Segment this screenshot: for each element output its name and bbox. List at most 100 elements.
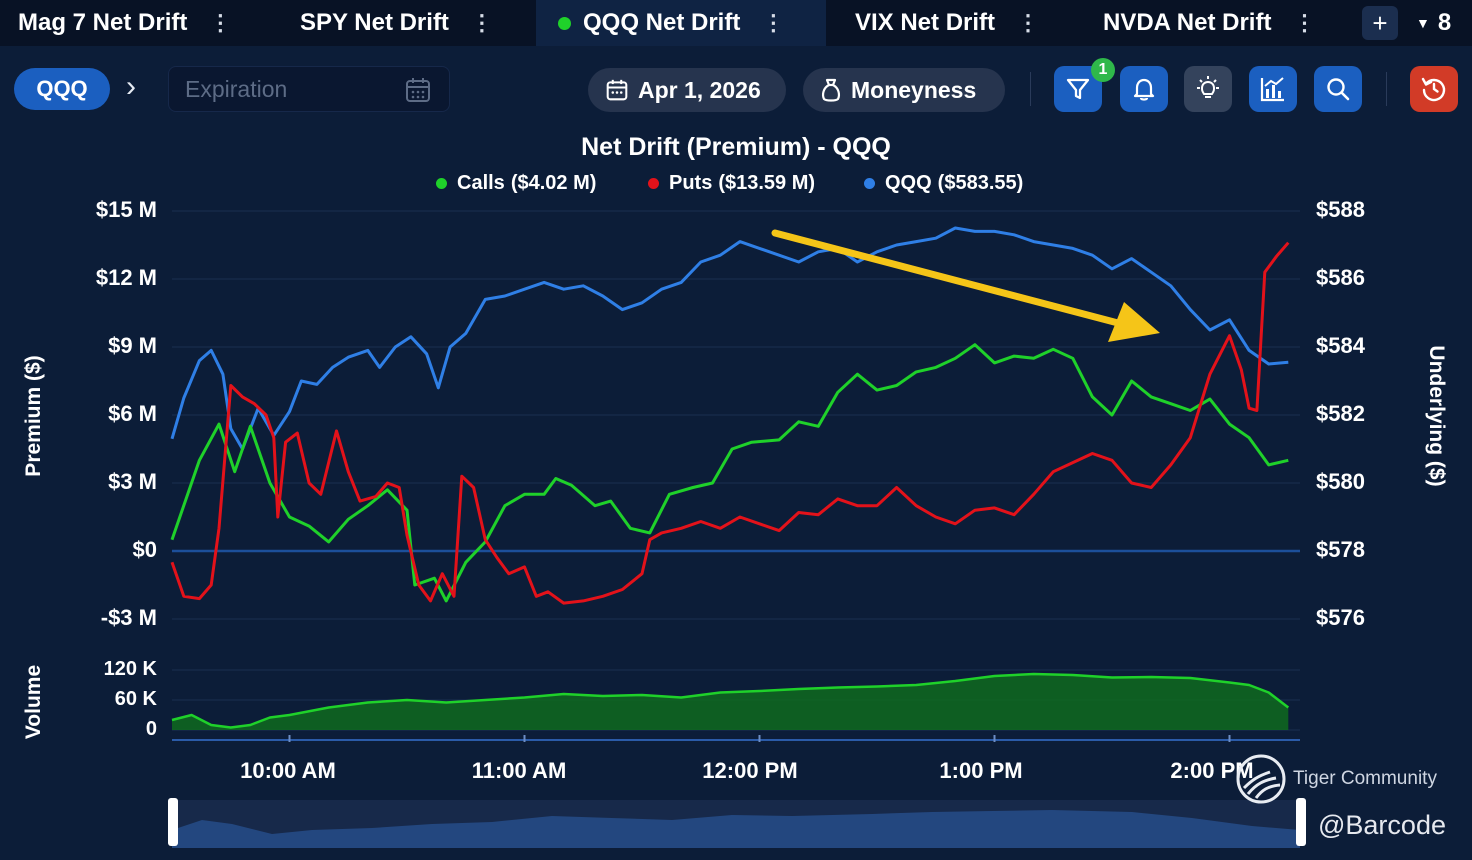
range-handle-right[interactable] <box>1296 798 1306 846</box>
volume-line <box>171 672 1290 729</box>
calls-line <box>170 343 1289 603</box>
caret-down-icon: ▼ <box>1416 15 1430 31</box>
watermark-user: @Barcode <box>1318 810 1446 840</box>
legend-value: ($13.59 M) <box>718 171 816 194</box>
alerts-button[interactable] <box>1120 66 1168 112</box>
tab-label: Mag 7 Net Drift <box>18 9 188 36</box>
y-right-tick-label: $578 <box>1316 537 1365 562</box>
toolbar-divider <box>1386 72 1387 106</box>
y-tick-label: $12 M <box>95 265 157 290</box>
watermark-brand: Tiger Community <box>1293 768 1437 789</box>
annotation-arrow-shaft <box>771 229 1122 327</box>
y-right-tick-label: $580 <box>1316 469 1365 494</box>
insights-button[interactable] <box>1184 66 1232 112</box>
x-tick-label: 10:00 AM <box>240 758 336 783</box>
navigator-sparkline <box>172 810 1300 848</box>
chevron-right-icon[interactable]: › <box>126 70 136 103</box>
zoom-search-button[interactable] <box>1314 66 1362 112</box>
y-right-tick-label: $588 <box>1316 197 1365 222</box>
lightbulb-icon <box>1197 76 1219 98</box>
x-tick-label: 11:00 AM <box>471 758 567 783</box>
moneyness-label: Moneyness <box>851 76 977 103</box>
tab-nvda-net-drift[interactable]: NVDA Net Drift ⋮ <box>1103 0 1315 46</box>
legend-name: QQQ <box>885 171 932 194</box>
ticker-selector[interactable]: QQQ <box>14 68 110 110</box>
moneyness-button[interactable]: Moneyness <box>803 68 1005 112</box>
legend-name: Puts <box>669 171 713 194</box>
tab-qqq-net-drift[interactable]: QQQ Net Drift ⋮ <box>536 0 826 46</box>
more-options-icon[interactable]: ⋮ <box>1293 10 1316 35</box>
live-indicator-icon <box>558 16 571 30</box>
expiration-field[interactable] <box>168 66 450 112</box>
more-options-icon[interactable]: ⋮ <box>470 10 493 35</box>
more-options-icon[interactable]: ⋮ <box>209 10 232 35</box>
date-picker-button[interactable]: Apr 1, 2026 <box>588 68 786 112</box>
y-right-axis-title: Underlying ($) <box>1425 345 1448 487</box>
qqq-underlying-line <box>170 226 1289 451</box>
y-tick-label: $9 M <box>108 333 157 358</box>
toolbar-divider <box>1030 72 1031 106</box>
legend-item-qqq[interactable]: QQQ ($583.55) <box>864 171 1023 195</box>
search-icon <box>1327 78 1350 101</box>
bell-icon <box>1133 78 1155 101</box>
tab-mag7-net-drift[interactable]: Mag 7 Net Drift ⋮ <box>18 0 231 46</box>
y-tick-label: $0 <box>132 537 157 562</box>
more-options-icon[interactable]: ⋮ <box>762 10 785 35</box>
x-tick-label: 12:00 PM <box>702 758 798 783</box>
more-options-icon[interactable]: ⋮ <box>1017 10 1040 35</box>
y-right-tick-label: $584 <box>1316 333 1365 358</box>
range-handle-left[interactable] <box>168 798 178 846</box>
volume-area <box>172 674 1289 730</box>
money-bag-icon <box>821 78 841 102</box>
legend-item-puts[interactable]: Puts ($13.59 M) <box>648 171 815 195</box>
y-right-tick-label: $586 <box>1316 265 1365 290</box>
legend-dot <box>864 177 875 189</box>
legend-name: Calls <box>457 171 505 194</box>
y-tick-label: $15 M <box>95 197 157 222</box>
tab-bar: Mag 7 Net Drift ⋮ SPY Net Drift ⋮ QQQ Ne… <box>0 0 1472 46</box>
chart-bars-icon <box>1260 77 1284 102</box>
selected-date: Apr 1, 2026 <box>638 76 761 103</box>
x-tick-label: 1:00 PM <box>939 758 1023 783</box>
y-right-tick-label: $582 <box>1316 401 1365 426</box>
y-tick-label: $3 M <box>108 469 157 494</box>
puts-line <box>170 241 1290 605</box>
legend-value: ($4.02 M) <box>510 171 597 194</box>
annotation-arrow-head <box>1108 302 1160 342</box>
tab-label: SPY Net Drift <box>300 9 449 36</box>
ticker-label: QQQ <box>36 76 88 101</box>
calendar-icon[interactable] <box>405 77 431 103</box>
chart-title: Net Drift (Premium) - QQQ <box>581 133 891 161</box>
calendar-icon <box>606 79 628 101</box>
tab-count-dropdown[interactable]: ▼ 8 <box>1416 6 1451 40</box>
tab-label: VIX Net Drift <box>855 9 996 36</box>
plus-icon: + <box>1372 7 1388 38</box>
history-reset-icon <box>1421 77 1446 102</box>
range-navigator[interactable] <box>172 800 1300 848</box>
legend-dot <box>436 177 447 189</box>
filter-count-badge: 1 <box>1091 58 1115 82</box>
tiger-logo-icon <box>1236 754 1286 804</box>
volume-axis-title: Volume <box>22 664 45 740</box>
y-tick-label: $6 M <box>108 401 157 426</box>
tab-spy-net-drift[interactable]: SPY Net Drift ⋮ <box>300 0 493 46</box>
y-right-tick-label: $576 <box>1316 605 1365 630</box>
legend-item-calls[interactable]: Calls ($4.02 M) <box>436 171 596 195</box>
y-axis-title: Premium ($) <box>22 355 45 477</box>
volume-tick-label: 120 K <box>103 658 157 680</box>
legend-value: ($583.55) <box>937 171 1024 194</box>
tab-label: NVDA Net Drift <box>1103 9 1272 36</box>
chart-type-button[interactable] <box>1249 66 1297 112</box>
volume-tick-label: 0 <box>145 718 157 740</box>
legend-dot <box>648 177 659 189</box>
tab-count: 8 <box>1437 9 1452 36</box>
reset-button[interactable] <box>1410 66 1458 112</box>
add-tab-button[interactable]: + <box>1362 6 1398 40</box>
tab-label: QQQ Net Drift <box>583 9 741 36</box>
expiration-input[interactable] <box>183 74 397 104</box>
tab-vix-net-drift[interactable]: VIX Net Drift ⋮ <box>855 0 1039 46</box>
volume-tick-label: 60 K <box>114 688 157 710</box>
y-tick-label: -$3 M <box>100 605 157 630</box>
filter-icon <box>1066 78 1090 100</box>
